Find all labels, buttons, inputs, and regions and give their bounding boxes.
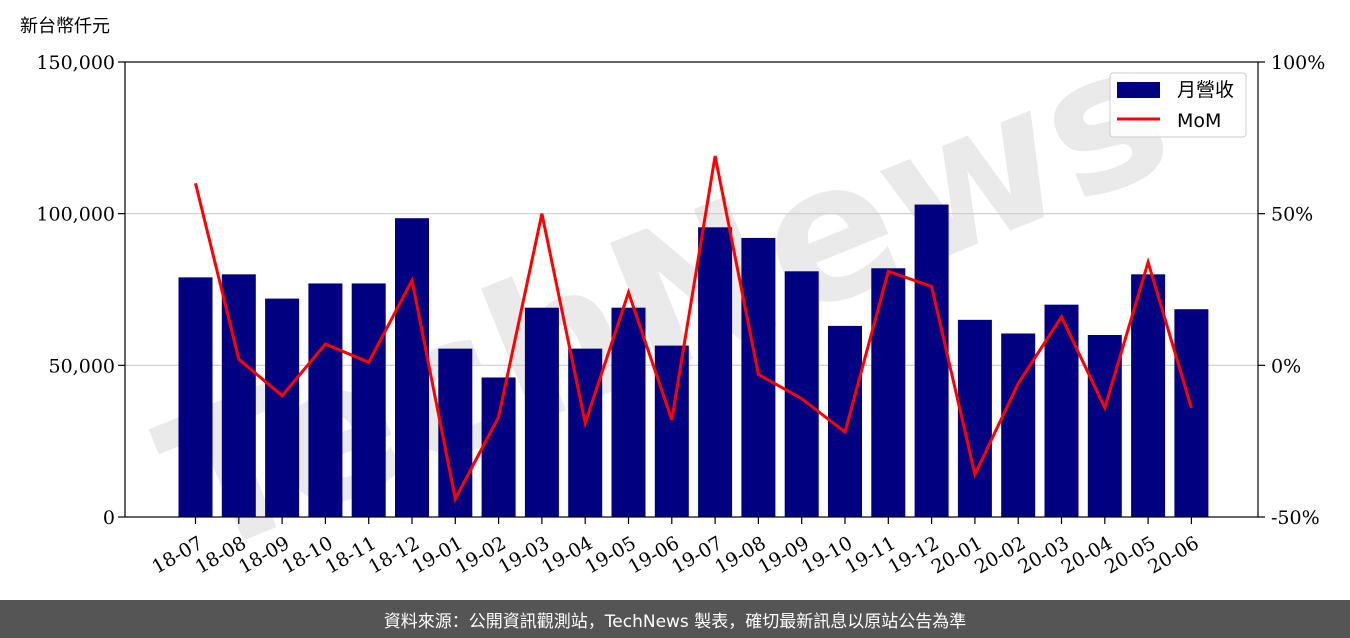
- bar-19-05: [611, 307, 646, 517]
- right-tick-label: 100%: [1271, 52, 1325, 74]
- legend: 月營收 MoM: [1109, 72, 1247, 138]
- left-tick-label: 0: [103, 507, 115, 529]
- right-tick-label: 0%: [1271, 355, 1301, 377]
- bar-series: [178, 204, 1209, 518]
- plot-frame: [124, 61, 1259, 518]
- left-tick-label: 100,000: [36, 204, 115, 226]
- right-y-axis: -50% 0% 50% 100%: [1258, 52, 1325, 529]
- right-tick-label: 50%: [1271, 204, 1313, 226]
- bar-20-06: [1174, 309, 1209, 517]
- bar-19-02: [481, 377, 516, 517]
- bar-19-07: [698, 227, 733, 518]
- x-tick-label: 20-06: [1144, 532, 1202, 578]
- legend-bar-swatch: [1117, 82, 1160, 98]
- bar-19-06: [654, 345, 689, 517]
- left-tick-label: 150,000: [36, 52, 115, 74]
- mom-series: [194, 155, 1193, 504]
- bar-18-12: [395, 218, 429, 517]
- bar-18-10: [308, 283, 343, 517]
- bar-19-12: [914, 204, 949, 518]
- bar-20-05: [1131, 274, 1166, 517]
- bar-18-09: [265, 298, 300, 517]
- bar-18-11: [351, 283, 386, 517]
- bar-19-04: [568, 348, 603, 517]
- right-tick-label: -50%: [1271, 507, 1320, 529]
- mom-line: [194, 155, 1193, 504]
- bar-18-07: [178, 277, 213, 517]
- left-tick-label: 50,000: [49, 355, 115, 377]
- left-y-axis: 0 50,000 100,000 150,000: [36, 52, 125, 529]
- bar-19-08: [741, 237, 776, 517]
- bar-19-03: [524, 307, 559, 517]
- y-axis-unit-label: 新台幣仟元: [20, 16, 110, 37]
- source-footer: 資料來源：公開資訊觀測站，TechNews 製表，確切最新訊息以原站公告為準: [0, 600, 1350, 638]
- bar-19-09: [784, 271, 819, 517]
- bar-19-10: [828, 325, 862, 517]
- bar-19-01: [438, 348, 473, 517]
- legend-bar-label: 月營收: [1177, 79, 1234, 101]
- bar-20-01: [957, 319, 992, 517]
- bar-20-02: [1001, 333, 1036, 517]
- legend-line-label: MoM: [1177, 110, 1221, 132]
- bar-20-04: [1087, 335, 1122, 517]
- bar-19-11: [871, 268, 906, 517]
